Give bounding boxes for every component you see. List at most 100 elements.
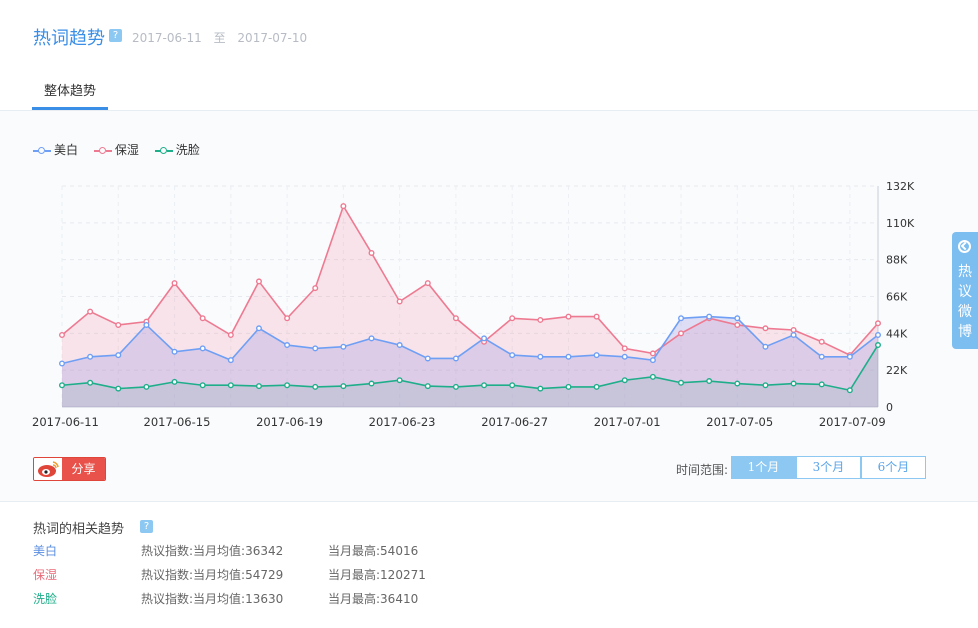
data-point	[143, 321, 150, 328]
data-point	[452, 315, 459, 322]
data-point	[424, 280, 431, 287]
data-point	[115, 352, 122, 359]
page-title: 热词趋势	[33, 28, 105, 49]
data-point	[368, 380, 375, 387]
data-point	[255, 325, 262, 332]
related-max: 当月最高:54016	[328, 544, 419, 558]
data-point	[621, 353, 628, 360]
data-point	[621, 345, 628, 352]
legend-marker	[154, 146, 173, 155]
data-point	[846, 353, 853, 360]
related-average: 热议指数:当月均值:36342	[141, 544, 284, 558]
data-point	[734, 315, 741, 322]
legend-item-meibai[interactable]: 美白	[33, 141, 78, 158]
data-point	[340, 383, 347, 390]
data-point	[171, 280, 178, 287]
legend-item-baoshi[interactable]: 保湿	[93, 141, 139, 158]
related-average: 热议指数:当月均值:13630	[141, 592, 284, 606]
share-button[interactable]: 分享	[33, 457, 106, 481]
data-point	[368, 335, 375, 342]
data-point	[171, 348, 178, 355]
data-point	[565, 383, 572, 390]
data-point	[481, 382, 488, 389]
trend-chart: 0 22K 44K 66K 88K 110K 132K 2017-06-11 2017-06-1…	[32, 180, 915, 429]
y-tick-label: 66K	[886, 291, 908, 304]
data-point	[340, 343, 347, 350]
data-point	[790, 332, 797, 339]
data-point	[678, 330, 685, 337]
x-tick-label: 2017-06-23	[369, 415, 436, 429]
range-1-month-button[interactable]: 1个月	[731, 456, 796, 479]
data-point	[59, 382, 66, 389]
data-point	[396, 298, 403, 305]
data-point	[199, 315, 206, 322]
x-tick-label: 2017-06-27	[481, 415, 548, 429]
data-point	[509, 382, 516, 389]
data-point	[706, 313, 713, 320]
x-tick-label: 2017-06-11	[32, 415, 99, 429]
y-tick-label: 0	[886, 401, 893, 414]
data-point	[284, 382, 291, 389]
time-range-label: 时间范围:	[676, 463, 729, 477]
data-point	[509, 352, 516, 359]
help-icon[interactable]: ?	[140, 520, 153, 533]
related-max: 当月最高:36410	[328, 592, 419, 606]
related-title: 热词的相关趋势	[33, 522, 125, 537]
related-row: 保湿 热议指数:当月均值:54729 当月最高:120271	[0, 566, 978, 584]
data-point	[199, 382, 206, 389]
data-point	[452, 383, 459, 390]
data-point	[875, 342, 882, 349]
date-to: 2017-07-10	[237, 31, 308, 45]
x-tick-label: 2017-07-01	[594, 415, 661, 429]
data-point	[115, 385, 122, 392]
data-point	[706, 378, 713, 385]
data-point	[115, 321, 122, 328]
related-word[interactable]: 保湿	[33, 568, 58, 582]
related-max: 当月最高:120271	[328, 568, 426, 582]
data-point	[621, 377, 628, 384]
chart-legend: 美白 保湿 洗脸	[33, 141, 212, 158]
legend-marker	[93, 146, 112, 155]
data-point	[734, 321, 741, 328]
tab-overall-trend[interactable]: 整体趋势	[32, 80, 108, 110]
y-tick-label: 110K	[886, 217, 915, 230]
data-point	[312, 345, 319, 352]
data-point	[818, 338, 825, 345]
series-area	[62, 345, 878, 407]
data-point	[649, 350, 656, 357]
related-trends: 热词的相关趋势 ? 美白 热议指数:当月均值:36342 当月最高:54016 …	[0, 501, 978, 628]
data-point	[227, 357, 234, 364]
related-average: 热议指数:当月均值:54729	[141, 568, 284, 582]
data-point	[424, 383, 431, 390]
help-icon[interactable]: ?	[109, 29, 122, 42]
data-point	[649, 357, 656, 364]
legend-item-xilian[interactable]: 洗脸	[154, 141, 200, 158]
header: 热词趋势 ? 2017-06-11 至 2017-07-10 整体趋势	[0, 0, 978, 111]
related-word[interactable]: 洗脸	[33, 592, 58, 606]
date-range: 2017-06-11 至 2017-07-10	[132, 29, 315, 46]
weibo-icon	[34, 458, 64, 480]
side-tab-hot-weibo[interactable]: 热议微博	[952, 232, 978, 349]
data-point	[452, 355, 459, 362]
y-tick-label: 88K	[886, 254, 908, 267]
data-point	[593, 313, 600, 320]
data-point	[340, 203, 347, 210]
data-point	[284, 315, 291, 322]
date-from: 2017-06-11	[132, 31, 202, 45]
related-word[interactable]: 美白	[33, 544, 58, 558]
data-point	[143, 383, 150, 390]
data-point	[396, 342, 403, 349]
legend-marker	[33, 146, 51, 155]
data-point	[368, 249, 375, 256]
data-point	[255, 383, 262, 390]
range-6-month-button[interactable]: 6个月	[861, 456, 926, 479]
data-point	[227, 382, 234, 389]
y-tick-label: 22K	[886, 364, 908, 377]
data-point	[818, 381, 825, 388]
data-point	[565, 353, 572, 360]
data-point	[762, 325, 769, 332]
data-point	[678, 315, 685, 322]
x-tick-label: 2017-07-05	[706, 415, 773, 429]
range-3-month-button[interactable]: 3个月	[796, 456, 861, 479]
date-separator: 至	[213, 31, 226, 45]
